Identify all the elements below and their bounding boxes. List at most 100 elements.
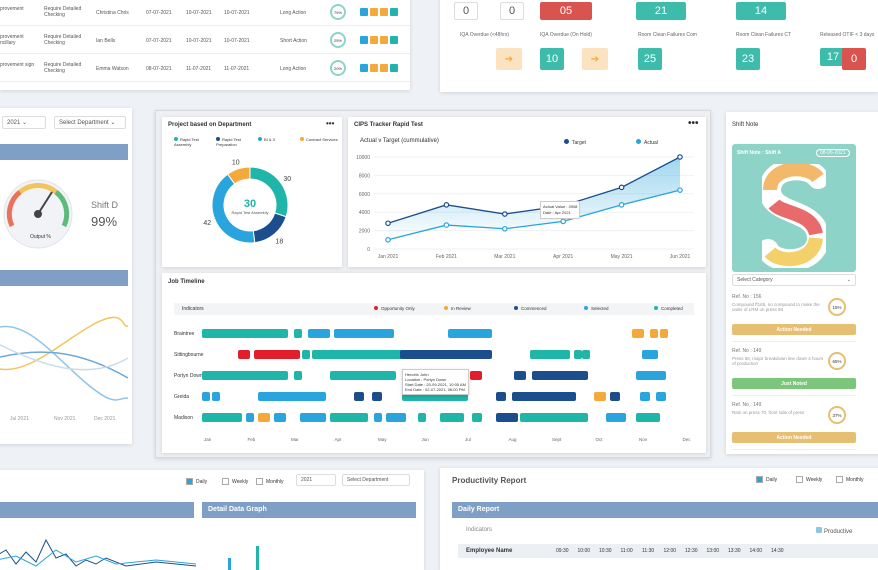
data-point[interactable]	[618, 202, 625, 208]
shift-ref-item[interactable]: Ref. No : 149 Press 56, major breakdown l…	[732, 346, 856, 396]
checkbox-daily[interactable]: Daily	[186, 478, 207, 485]
timeline-bar[interactable]	[448, 329, 492, 338]
timeline-bar[interactable]	[258, 413, 270, 422]
timeline-bar[interactable]	[300, 413, 326, 422]
timeline-bar[interactable]	[372, 392, 382, 401]
donut-slice[interactable]	[226, 166, 251, 185]
checkbox-weekly[interactable]: Weekly	[222, 478, 248, 485]
kpi-tile[interactable]: 25	[638, 48, 662, 70]
view-icon[interactable]	[370, 36, 378, 44]
timeline-bar[interactable]	[202, 413, 242, 422]
shift-note-date[interactable]: 08-06-2021	[816, 149, 850, 157]
checkbox-weekly[interactable]: Weekly	[796, 476, 822, 483]
timeline-bar[interactable]	[520, 413, 588, 422]
data-point[interactable]	[443, 202, 450, 208]
timeline-bar[interactable]	[258, 392, 326, 401]
timeline-bar[interactable]	[606, 413, 626, 422]
data-point[interactable]	[385, 237, 391, 243]
kpi-tile[interactable]: 10	[540, 48, 564, 70]
timeline-bar[interactable]	[302, 350, 310, 359]
timeline-bar[interactable]	[610, 392, 620, 401]
department-select[interactable]: Select Department	[342, 474, 410, 486]
data-point[interactable]	[502, 225, 508, 232]
link-icon[interactable]	[390, 36, 398, 44]
kpi-tile[interactable]: 14	[736, 2, 786, 20]
data-point[interactable]	[385, 220, 391, 227]
timeline-bar[interactable]	[472, 413, 482, 422]
timeline-bar[interactable]	[656, 392, 666, 401]
copy-icon[interactable]	[380, 8, 388, 16]
timeline-bar[interactable]	[202, 392, 210, 401]
timeline-bar[interactable]	[308, 329, 330, 338]
department-select[interactable]: Select Department ⌄	[54, 116, 126, 129]
timeline-bar[interactable]	[274, 413, 286, 422]
data-point[interactable]	[677, 154, 683, 160]
timeline-bar[interactable]	[312, 350, 404, 359]
year-select[interactable]: 2021 ⌄	[2, 116, 46, 129]
edit-icon[interactable]	[360, 36, 368, 44]
timeline-bar[interactable]	[496, 392, 506, 401]
timeline-bar[interactable]	[386, 413, 406, 422]
timeline-bar[interactable]	[212, 392, 220, 401]
link-icon[interactable]	[390, 64, 398, 72]
link-icon[interactable]	[390, 8, 398, 16]
timeline-bar[interactable]	[636, 413, 660, 422]
timeline-bar[interactable]	[334, 329, 394, 338]
timeline-bar[interactable]	[440, 413, 464, 422]
timeline-bar[interactable]	[496, 413, 518, 422]
data-point[interactable]	[560, 218, 567, 225]
kpi-tile[interactable]: 21	[636, 2, 686, 20]
timeline-bar[interactable]	[294, 329, 302, 338]
shift-ref-item[interactable]: Ref. No : 156 Compound ff165, no compound…	[732, 292, 856, 342]
timeline-bar[interactable]	[202, 371, 288, 380]
timeline-bar[interactable]	[530, 350, 570, 359]
timeline-bar[interactable]	[640, 392, 650, 401]
ref-status-button[interactable]: Just Noted	[732, 378, 856, 389]
data-point[interactable]	[502, 211, 508, 217]
kpi-tile[interactable]: 0	[454, 2, 478, 20]
edit-icon[interactable]	[360, 64, 368, 72]
view-icon[interactable]	[370, 8, 378, 16]
timeline-bar[interactable]	[418, 413, 426, 422]
data-point[interactable]	[618, 184, 625, 191]
timeline-bar[interactable]	[374, 413, 382, 422]
data-point[interactable]	[443, 222, 450, 228]
timeline-bar[interactable]	[470, 371, 482, 380]
timeline-bar[interactable]	[532, 371, 588, 380]
timeline-bar[interactable]	[294, 371, 302, 380]
kpi-tile[interactable]: 05	[540, 2, 592, 20]
kpi-tile[interactable]: 0	[842, 48, 866, 70]
timeline-bar[interactable]	[238, 350, 250, 359]
ref-status-button[interactable]: Action Needed	[732, 432, 856, 443]
ref-status-button[interactable]: Action Needed	[732, 324, 856, 335]
timeline-bar[interactable]	[660, 329, 668, 338]
timeline-bar[interactable]	[642, 350, 658, 359]
kpi-tile[interactable]: 23	[736, 48, 760, 70]
timeline-bar[interactable]	[636, 371, 666, 380]
timeline-bar[interactable]	[354, 392, 364, 401]
timeline-bar[interactable]	[402, 392, 468, 401]
view-icon[interactable]	[370, 64, 378, 72]
timeline-bar[interactable]	[246, 413, 254, 422]
shift-ref-item[interactable]: Ref. No : 149 Rain on press 70, front sid…	[732, 400, 856, 450]
timeline-bar[interactable]	[330, 371, 396, 380]
data-point[interactable]	[677, 187, 683, 193]
year-select[interactable]: 2021	[296, 474, 336, 486]
timeline-bar[interactable]	[632, 329, 644, 338]
kpi-tile[interactable]: 17	[820, 48, 846, 66]
timeline-bar[interactable]	[650, 329, 658, 338]
copy-icon[interactable]	[380, 64, 388, 72]
select-category[interactable]: Select Category ⌄	[732, 274, 856, 286]
timeline-bar[interactable]	[512, 392, 576, 401]
timeline-bar[interactable]	[400, 350, 492, 359]
timeline-bar[interactable]	[594, 392, 606, 401]
timeline-bar[interactable]	[582, 350, 590, 359]
copy-icon[interactable]	[380, 36, 388, 44]
more-icon[interactable]: •••	[688, 118, 699, 129]
timeline-bar[interactable]	[514, 371, 526, 380]
edit-icon[interactable]	[360, 8, 368, 16]
kpi-tile[interactable]: 0	[500, 2, 524, 20]
checkbox-daily[interactable]: Daily	[756, 476, 777, 483]
timeline-bar[interactable]	[330, 413, 368, 422]
timeline-bar[interactable]	[574, 350, 582, 359]
